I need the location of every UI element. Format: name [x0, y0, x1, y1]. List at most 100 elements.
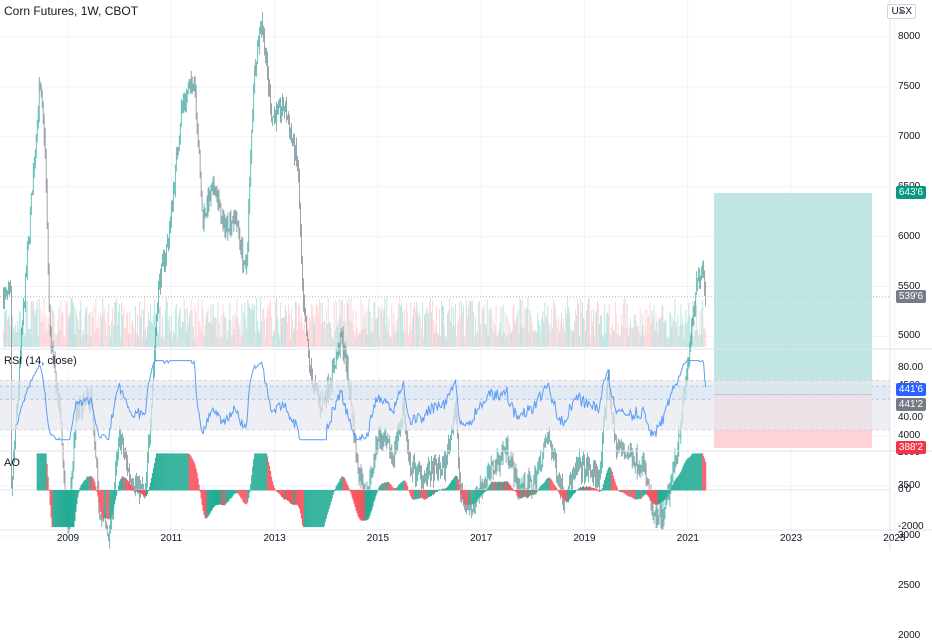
ao-bar [170, 453, 172, 491]
volume-bar [321, 302, 323, 347]
volume-bar [146, 326, 148, 347]
ao-bar [672, 484, 674, 491]
volume-bar [42, 321, 44, 347]
ao-bar [569, 490, 571, 500]
ao-bar [671, 486, 673, 491]
currency-badge[interactable]: USX [887, 4, 916, 19]
ao-bar [112, 490, 114, 513]
ao-bar [141, 490, 143, 495]
ao-bar [690, 455, 692, 491]
ao-bar [285, 490, 287, 500]
ao-bar [77, 490, 79, 498]
ao-bar [47, 476, 49, 491]
ao-bar [488, 485, 490, 491]
volume-bar [642, 325, 644, 347]
volume-bar [172, 330, 174, 347]
ao-bar [168, 453, 170, 491]
volume-bar [531, 322, 533, 347]
volume-bar [651, 309, 653, 347]
ao-bar [596, 489, 598, 491]
volume-bar [553, 298, 555, 347]
chart-canvas[interactable] [0, 0, 932, 550]
ao-bar [654, 490, 656, 505]
volume-bar [394, 331, 396, 347]
ao-bar [278, 490, 280, 494]
ao-bar [365, 490, 367, 521]
volume-bar [368, 298, 370, 347]
volume-bar [523, 328, 525, 347]
volume-bar [440, 300, 442, 347]
ao-bar [134, 490, 136, 491]
ao-bar [356, 490, 358, 514]
volume-bar [489, 311, 491, 347]
ao-bar [380, 484, 382, 491]
ao-bar [203, 490, 205, 515]
ao-bar [225, 490, 227, 505]
volume-bar [177, 317, 179, 347]
volume-bar [460, 301, 462, 347]
volume-bar [695, 330, 697, 347]
volume-bar [365, 311, 367, 347]
ao-bar [370, 490, 372, 513]
ao-bar [548, 477, 550, 491]
volume-bar [509, 326, 511, 347]
ao-bar [330, 490, 332, 502]
volume-bar [379, 338, 381, 347]
volume-bar [442, 306, 444, 347]
ao-bar [249, 490, 251, 493]
ao-bar [506, 480, 508, 491]
volume-bar [203, 336, 205, 347]
ao-bar [340, 477, 342, 491]
volume-bar [123, 307, 125, 347]
ao-bar [283, 490, 285, 499]
volume-bar [115, 302, 117, 347]
ao-bar [580, 487, 582, 491]
ao-bar [89, 476, 91, 491]
volume-bar [584, 319, 585, 347]
volume-bar [233, 328, 235, 347]
ao-bar [231, 490, 233, 498]
volume-bar [225, 317, 227, 347]
ao-bar [643, 490, 645, 496]
volume-bar [283, 318, 285, 347]
volume-bar [335, 301, 337, 347]
volume-bar [85, 308, 87, 347]
volume-bar [375, 318, 377, 347]
ao-bar [656, 490, 658, 506]
volume-bar [309, 319, 311, 347]
volume-bar [405, 329, 407, 347]
rsi-pane[interactable] [0, 359, 890, 442]
ao-bar [509, 484, 511, 491]
volume-bar [237, 317, 239, 347]
ao-bar [51, 490, 53, 528]
ao-bar [704, 458, 706, 491]
volume-bar [219, 337, 221, 347]
ao-bar [683, 464, 685, 491]
ao-bar [286, 490, 288, 500]
rsi-label[interactable]: RSI (14, close) [4, 355, 77, 367]
volume-bar [44, 330, 46, 347]
volume-bar [686, 323, 688, 347]
symbol-title[interactable]: Corn Futures, 1W, CBOT [4, 4, 139, 18]
volume-bar [422, 302, 424, 347]
ao-bar [274, 487, 276, 491]
volume-bar [579, 336, 581, 347]
ao-bar [459, 489, 461, 491]
ao-bar [663, 490, 665, 501]
volume-bar [603, 304, 605, 347]
volume-bar [704, 327, 706, 347]
volume-bar [424, 314, 426, 347]
volume-bar [665, 319, 667, 347]
ao-bar [350, 490, 352, 494]
ao-bar [653, 490, 655, 504]
ao-pane[interactable] [0, 453, 890, 528]
ao-bar [214, 490, 216, 507]
volume-bar [574, 321, 576, 347]
volume-bar [247, 299, 249, 347]
ao-bar [371, 490, 373, 511]
volume-bar [162, 338, 164, 347]
ao-bar [325, 490, 327, 519]
ao-label[interactable]: AO [4, 457, 20, 469]
ao-bar [424, 490, 426, 500]
ao-bar [122, 476, 124, 491]
